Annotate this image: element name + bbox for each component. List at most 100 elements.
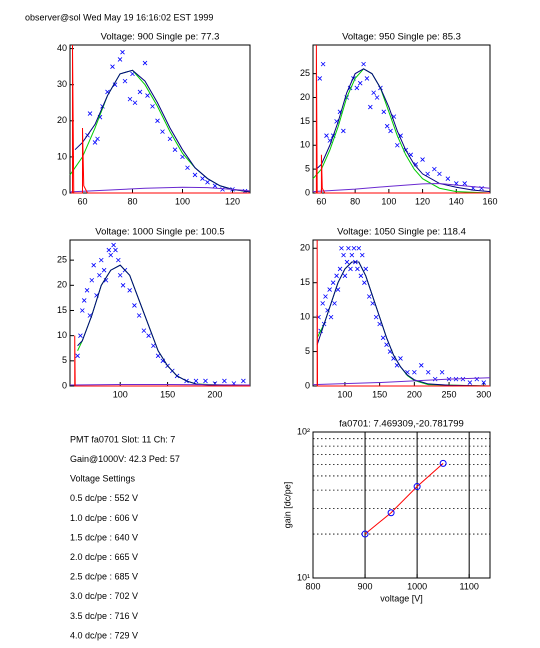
x-marker [101, 267, 107, 273]
y-tick-label: 5 [305, 164, 310, 174]
x-marker [341, 128, 346, 134]
x-marker [155, 118, 160, 124]
curve [74, 69, 251, 193]
x-marker [200, 176, 205, 181]
x-marker [203, 378, 208, 384]
y-tick-label: 15 [300, 116, 310, 126]
x-marker [467, 380, 473, 385]
x-tick-label: 80 [127, 196, 137, 206]
x-marker [141, 328, 147, 333]
chart-title: fa0701: 7.469309,-20.781799 [339, 419, 464, 430]
x-marker [132, 303, 137, 308]
x-marker [89, 277, 95, 283]
x-marker [370, 301, 375, 306]
x-marker [371, 90, 376, 96]
x-marker [84, 288, 90, 293]
x-marker [108, 252, 114, 258]
x-marker [132, 100, 138, 106]
x-tick-label: 140 [449, 196, 464, 206]
x-marker [344, 259, 350, 265]
y-tick-label: 10 [300, 312, 310, 322]
x-marker [320, 61, 326, 67]
chart-title: Voltage: 950 Single pe: 85.3 [342, 32, 461, 43]
x-marker [142, 60, 148, 66]
x-marker [425, 369, 431, 375]
x-marker [373, 314, 379, 320]
x-tick-label: 160 [482, 196, 497, 206]
info-line: PMT fa0701 Slot: 11 Ch: 7 [70, 434, 175, 444]
x-marker [398, 356, 403, 361]
x-marker [425, 171, 430, 177]
x-marker [354, 85, 360, 91]
curve [316, 239, 490, 387]
curve [312, 182, 491, 193]
x-marker [384, 342, 389, 347]
x-marker [167, 136, 173, 142]
x-marker [420, 157, 425, 162]
y-tick-label: 0 [305, 187, 310, 197]
x-tick-label: 300 [476, 389, 491, 399]
x-marker [335, 287, 341, 292]
x-marker [351, 245, 357, 251]
x-marker [358, 273, 364, 279]
x-tick-label: 100 [113, 389, 128, 399]
x-marker [439, 369, 445, 375]
x-marker [432, 166, 437, 172]
y-axis-label: gain [dc/pe] [282, 482, 292, 529]
info-line: 4.0 dc/pe : 729 V [70, 630, 138, 640]
x-marker [112, 82, 118, 87]
x-marker [323, 294, 328, 299]
x-marker [364, 76, 370, 81]
x-tick-label: 100 [381, 196, 396, 206]
info-line: Voltage Settings [70, 474, 136, 484]
x-marker [418, 363, 424, 368]
x-tick-label: 800 [305, 581, 320, 591]
x-marker [332, 301, 337, 306]
x-marker [120, 49, 125, 55]
x-marker [103, 277, 109, 283]
curve [312, 377, 491, 386]
curve [74, 335, 250, 387]
x-marker [481, 380, 487, 385]
x-marker [185, 165, 190, 171]
axes-box [312, 431, 491, 579]
x-marker [342, 273, 348, 279]
x-marker [145, 93, 150, 98]
x-marker [127, 288, 132, 293]
x-marker [317, 76, 323, 81]
x-marker [87, 111, 93, 116]
x-marker [320, 301, 326, 306]
y-tick-label: 30 [57, 79, 67, 89]
y-tick-label: 20 [300, 92, 310, 102]
x-tick-label: 150 [372, 389, 387, 399]
y-tick-label: 20 [300, 243, 310, 253]
x-marker [113, 247, 118, 253]
y-tick-label: 5 [62, 355, 67, 365]
x-marker [212, 183, 218, 189]
x-tick-label: 200 [407, 389, 422, 399]
x-marker [381, 109, 387, 115]
x-marker [110, 64, 115, 69]
x-marker [363, 266, 369, 272]
x-marker [91, 262, 96, 268]
x-marker [116, 257, 121, 263]
x-marker [117, 57, 123, 62]
x-marker [368, 104, 373, 110]
point-marker [361, 530, 369, 538]
x-tick-label: 80 [350, 196, 360, 206]
x-marker [374, 95, 380, 100]
y-tick-label: 5 [305, 346, 310, 356]
x-marker [78, 333, 83, 338]
x-marker [380, 335, 386, 341]
x-tick-label: 1000 [407, 581, 427, 591]
x-marker [432, 376, 438, 382]
info-line: 2.0 dc/pe : 665 V [70, 552, 138, 562]
y-tick-label: 25 [300, 68, 310, 78]
x-marker [413, 162, 419, 167]
x-marker [137, 89, 143, 95]
info-line: 3.5 dc/pe : 716 V [70, 611, 138, 621]
x-marker [355, 266, 360, 272]
chart-title: Voltage: 1050 Single pe: 118.4 [337, 227, 466, 238]
y-tick-label: 10 [300, 140, 310, 150]
